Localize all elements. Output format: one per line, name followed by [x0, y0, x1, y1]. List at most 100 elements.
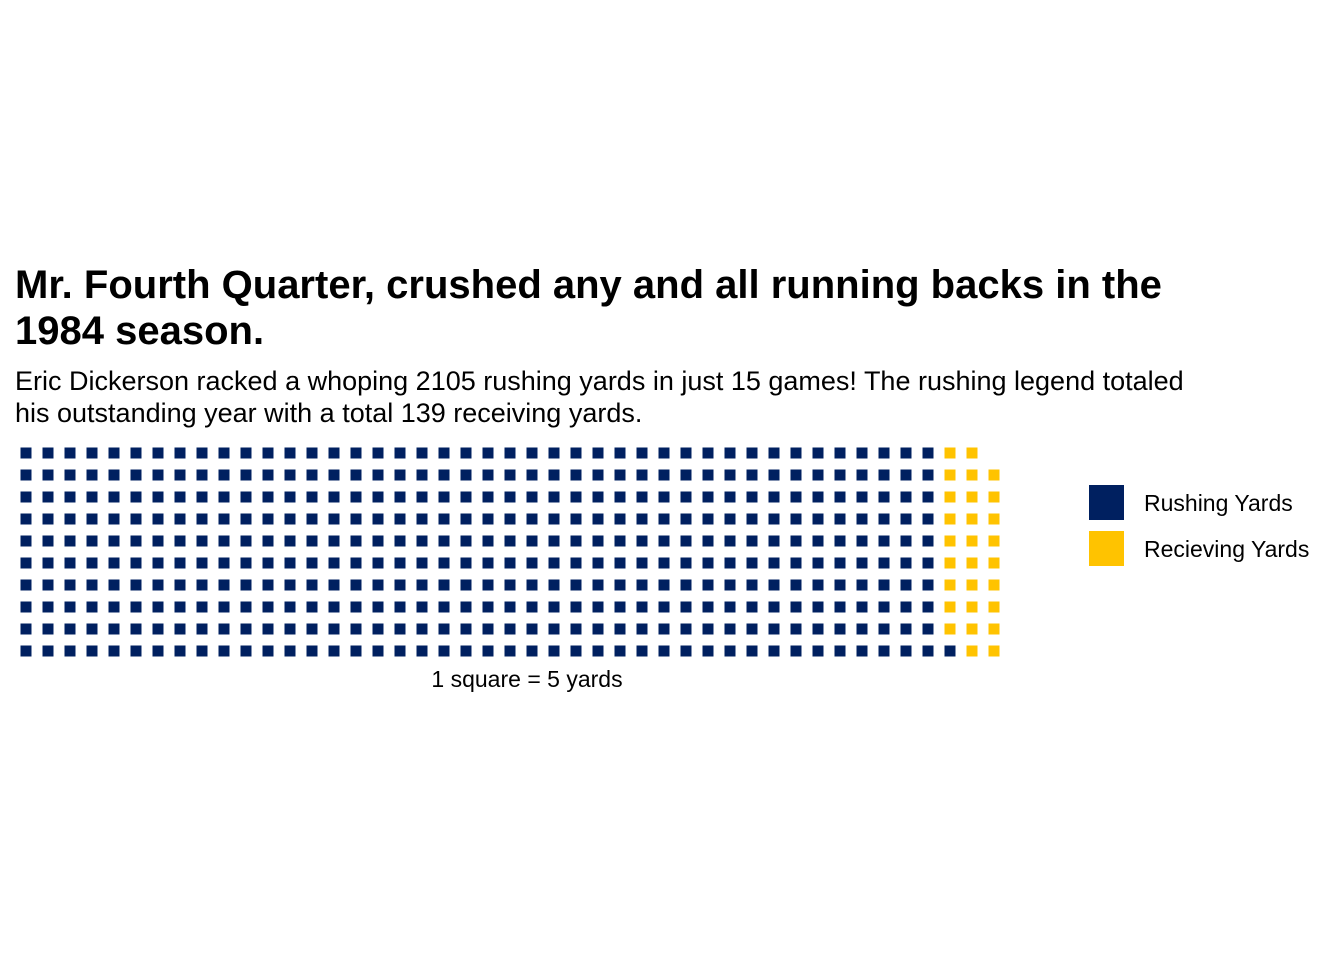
rushing-yards-square — [636, 469, 648, 481]
rushing-yards-square — [812, 513, 824, 525]
rushing-yards-square — [636, 513, 648, 525]
receiving-yards-square — [944, 579, 956, 591]
rushing-yards-square — [724, 469, 736, 481]
rushing-yards-square — [196, 535, 208, 547]
rushing-yards-square — [262, 491, 274, 503]
rushing-yards-square — [636, 579, 648, 591]
rushing-yards-square — [64, 623, 76, 635]
rushing-yards-square — [878, 557, 890, 569]
rushing-yards-square — [548, 623, 560, 635]
rushing-yards-square — [592, 623, 604, 635]
rushing-yards-square — [328, 623, 340, 635]
rushing-yards-square — [416, 579, 428, 591]
rushing-yards-square — [658, 557, 670, 569]
rushing-yards-square — [614, 601, 626, 613]
rushing-yards-square — [812, 579, 824, 591]
rushing-yards-square — [262, 513, 274, 525]
rushing-yards-square — [658, 491, 670, 503]
rushing-yards-square — [922, 469, 934, 481]
rushing-yards-square — [504, 623, 516, 635]
rushing-yards-square — [218, 557, 230, 569]
rushing-yards-square — [218, 623, 230, 635]
rushing-yards-square — [680, 447, 692, 459]
receiving-yards-square — [966, 535, 978, 547]
rushing-yards-square — [878, 579, 890, 591]
rushing-yards-square — [680, 469, 692, 481]
rushing-yards-square — [680, 579, 692, 591]
rushing-yards-square — [42, 645, 54, 657]
rushing-yards-square — [878, 601, 890, 613]
rushing-yards-square — [570, 469, 582, 481]
rushing-yards-square — [504, 557, 516, 569]
rushing-yards-square — [790, 623, 802, 635]
rushing-yards-square — [306, 535, 318, 547]
rushing-yards-square — [328, 447, 340, 459]
rushing-yards-square — [790, 601, 802, 613]
rushing-yards-square — [856, 491, 868, 503]
rushing-yards-square — [658, 579, 670, 591]
rushing-yards-square — [284, 447, 296, 459]
rushing-yards-square — [218, 491, 230, 503]
rushing-yards-square — [504, 645, 516, 657]
rushing-yards-square — [768, 469, 780, 481]
rushing-yards-square — [328, 601, 340, 613]
rushing-yards-square — [856, 601, 868, 613]
rushing-yards-square — [922, 513, 934, 525]
rushing-yards-square — [152, 513, 164, 525]
rushing-yards-square — [834, 601, 846, 613]
rushing-yards-square — [812, 447, 824, 459]
rushing-yards-square — [504, 535, 516, 547]
rushing-yards-square — [350, 557, 362, 569]
rushing-yards-square — [900, 623, 912, 635]
rushing-yards-square — [108, 645, 120, 657]
rushing-yards-square — [812, 491, 824, 503]
receiving-yards-square — [988, 469, 1000, 481]
rushing-yards-square — [438, 557, 450, 569]
rushing-yards-square — [196, 469, 208, 481]
rushing-yards-square — [900, 601, 912, 613]
rushing-yards-square — [64, 601, 76, 613]
rushing-yards-square — [658, 645, 670, 657]
rushing-yards-square — [262, 623, 274, 635]
rushing-yards-square — [372, 513, 384, 525]
rushing-yards-square — [372, 557, 384, 569]
rushing-yards-square — [460, 579, 472, 591]
rushing-yards-square — [372, 447, 384, 459]
rushing-yards-square — [438, 535, 450, 547]
rushing-yards-square — [570, 491, 582, 503]
rushing-yards-square — [262, 601, 274, 613]
receiving-yards-square — [988, 579, 1000, 591]
receiving-yards-square — [944, 447, 956, 459]
rushing-yards-square — [218, 447, 230, 459]
rushing-yards-square — [482, 447, 494, 459]
rushing-yards-square — [592, 491, 604, 503]
rushing-yards-square — [570, 447, 582, 459]
rushing-yards-square — [130, 623, 142, 635]
rushing-yards-square — [86, 579, 98, 591]
rushing-yards-square — [350, 469, 362, 481]
rushing-yards-square — [64, 535, 76, 547]
rushing-yards-square — [240, 513, 252, 525]
rushing-yards-square — [130, 645, 142, 657]
rushing-yards-square — [900, 557, 912, 569]
rushing-yards-square — [900, 469, 912, 481]
rushing-yards-square — [372, 645, 384, 657]
rushing-yards-square — [614, 579, 626, 591]
rushing-yards-square — [372, 623, 384, 635]
rushing-yards-square — [834, 623, 846, 635]
rushing-yards-square — [746, 491, 758, 503]
rushing-yards-square — [460, 601, 472, 613]
rushing-yards-square — [372, 579, 384, 591]
rushing-yards-square — [856, 535, 868, 547]
rushing-yards-square — [394, 623, 406, 635]
rushing-yards-square — [218, 579, 230, 591]
rushing-yards-square — [350, 447, 362, 459]
rushing-yards-square — [526, 491, 538, 503]
legend-swatch-rushing — [1089, 485, 1124, 520]
rushing-yards-square — [680, 623, 692, 635]
rushing-yards-square — [812, 535, 824, 547]
rushing-yards-square — [86, 513, 98, 525]
rushing-yards-square — [548, 579, 560, 591]
rushing-yards-square — [790, 535, 802, 547]
rushing-yards-square — [218, 535, 230, 547]
